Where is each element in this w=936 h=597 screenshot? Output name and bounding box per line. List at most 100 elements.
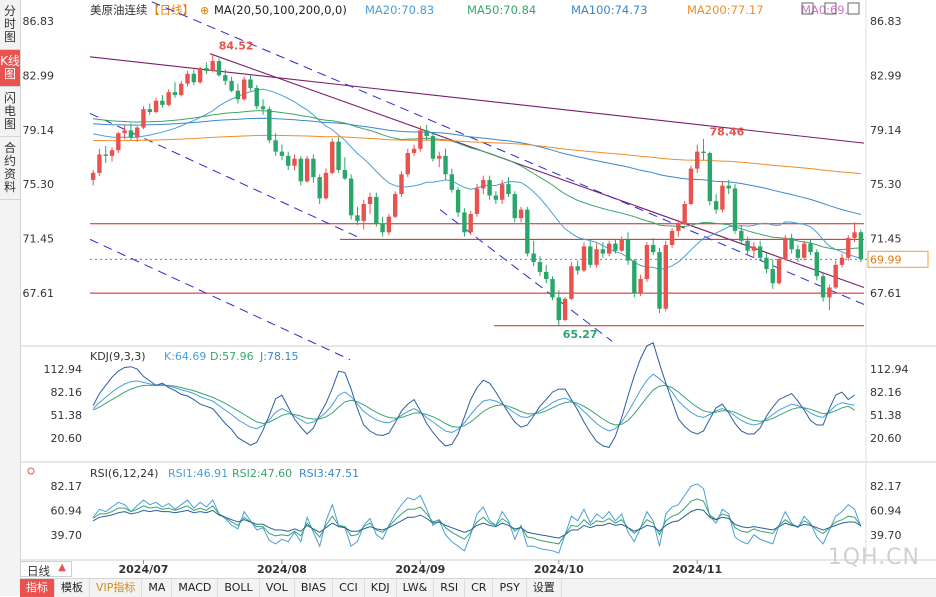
candle-body bbox=[858, 232, 864, 260]
candle-body bbox=[606, 243, 612, 254]
rsi-rsi1-line bbox=[92, 483, 862, 554]
candle-body bbox=[575, 266, 580, 271]
candle-body bbox=[147, 109, 152, 112]
candle-body bbox=[122, 130, 127, 134]
kdj-tick-right: 112.94 bbox=[870, 363, 909, 376]
candle-body bbox=[399, 174, 404, 195]
toolbar-item-kdj-9[interactable]: KDJ bbox=[365, 579, 397, 597]
candle-body bbox=[185, 73, 190, 84]
candle-body bbox=[330, 141, 335, 173]
rsi-tick-right: 39.70 bbox=[870, 529, 902, 542]
toolbar-item-macd-4[interactable]: MACD bbox=[172, 579, 219, 597]
candle-body bbox=[437, 155, 442, 159]
timeframe-label: 日线 bbox=[27, 564, 50, 578]
price-tick-right: 75.30 bbox=[870, 178, 902, 191]
candle-body bbox=[468, 213, 473, 233]
candle-body bbox=[518, 209, 524, 219]
kdj-tick-right: 20.60 bbox=[870, 432, 902, 445]
toolbar-item--14[interactable]: 设置 bbox=[527, 579, 562, 597]
price-tick-right: 67.61 bbox=[870, 287, 902, 300]
kdj-tick-right: 82.16 bbox=[870, 386, 902, 399]
candle-body bbox=[764, 257, 769, 270]
ma-value-1: MA50:70.84 bbox=[467, 3, 536, 17]
kdj-k-line bbox=[92, 373, 855, 434]
candle-body bbox=[682, 203, 687, 224]
candle-body bbox=[160, 100, 165, 105]
candle-body bbox=[846, 237, 851, 258]
candle-body bbox=[732, 188, 738, 231]
rsi-tick-left: 60.94 bbox=[51, 504, 83, 517]
kdj-tick-left: 112.94 bbox=[44, 363, 83, 376]
x-label: 2024/07 bbox=[119, 563, 169, 576]
toolbar-item--0[interactable]: 指标 bbox=[20, 579, 55, 597]
candle-body bbox=[638, 278, 643, 294]
candle-body bbox=[153, 100, 159, 112]
candle-body bbox=[852, 232, 857, 238]
sidebar-tab-0[interactable]: 分时图 bbox=[0, 0, 20, 50]
candle-body bbox=[128, 130, 134, 138]
candle-body bbox=[292, 158, 297, 166]
candle-body bbox=[109, 150, 115, 156]
toolbar-item-vol-6[interactable]: VOL bbox=[260, 579, 295, 597]
candle-body bbox=[537, 262, 543, 272]
ma50-line bbox=[93, 110, 861, 251]
price-tick-left: 86.83 bbox=[23, 15, 55, 28]
candle-body bbox=[348, 178, 354, 216]
toolbar-item--1[interactable]: 模板 bbox=[55, 579, 90, 597]
toolbar-item-vip-2[interactable]: VIP指标 bbox=[90, 579, 143, 597]
candle-body bbox=[317, 177, 322, 199]
toolbar-item-ma-3[interactable]: MA bbox=[142, 579, 173, 597]
current-price-label: 69.99 bbox=[870, 253, 902, 266]
toolbar-item-bias-7[interactable]: BIAS bbox=[295, 579, 334, 597]
candle-body bbox=[254, 87, 259, 107]
toolbar-item-boll-5[interactable]: BOLL bbox=[218, 579, 260, 597]
indicator-toolbar: 指标 模板 VIP指标 MA MACD BOLL VOL BIAS CCI KDJ LW& RSI CR… bbox=[20, 578, 936, 597]
candle-body bbox=[739, 230, 744, 241]
candle-body bbox=[707, 153, 713, 202]
candle-body bbox=[783, 237, 788, 260]
candle-body bbox=[751, 246, 757, 251]
toolbar-item-psy-13[interactable]: PSY bbox=[493, 579, 527, 597]
timeframe-selector[interactable]: 日线 ▲ bbox=[20, 561, 72, 578]
candle-body bbox=[581, 246, 587, 271]
candle-body bbox=[462, 212, 467, 233]
candle-body bbox=[757, 246, 763, 258]
ma-value-0: MA20:70.83 bbox=[365, 3, 434, 17]
ma-value-3: MA200:77.17 bbox=[687, 3, 764, 17]
candle-body bbox=[701, 151, 706, 154]
sidebar-tab-1[interactable]: K线图 bbox=[0, 50, 20, 87]
rsi-label: RSI(6,12,24) bbox=[90, 467, 158, 480]
toolbar-item-cr-12[interactable]: CR bbox=[465, 579, 494, 597]
toolbar-item-cci-8[interactable]: CCI bbox=[333, 579, 365, 597]
candle-body bbox=[279, 151, 285, 156]
kdj-j-value: J:78.15 bbox=[259, 350, 298, 363]
candle-body bbox=[248, 79, 253, 88]
candle-body bbox=[424, 130, 429, 137]
candle-body bbox=[241, 79, 247, 100]
candle-body bbox=[814, 252, 820, 277]
candle-body bbox=[311, 158, 316, 178]
candle-body bbox=[179, 83, 184, 96]
candle-body bbox=[808, 243, 813, 253]
candle-body bbox=[663, 245, 668, 309]
candle-body bbox=[298, 158, 304, 182]
candle-body bbox=[676, 223, 681, 231]
candle-body bbox=[827, 287, 832, 298]
toolbar-item-lw-10[interactable]: LW& bbox=[397, 579, 435, 597]
restore-icon bbox=[824, 2, 837, 15]
candle-body bbox=[260, 106, 266, 110]
instrument-name: 美原油连续 bbox=[90, 3, 148, 17]
candle-body bbox=[361, 203, 366, 221]
high-label: 84.52 bbox=[219, 40, 254, 53]
sidebar-tab-2[interactable]: 闪电图 bbox=[0, 87, 20, 137]
price-tick-left: 75.30 bbox=[23, 178, 55, 191]
candle-body bbox=[286, 155, 291, 166]
price-tick-right: 86.83 bbox=[870, 15, 902, 28]
toolbar-item-rsi-11[interactable]: RSI bbox=[434, 579, 466, 597]
watermark: 1QH.CN bbox=[827, 545, 920, 570]
candle-body bbox=[235, 90, 241, 100]
sidebar-tab-3[interactable]: 合约资料 bbox=[0, 137, 20, 200]
candle-body bbox=[134, 127, 140, 138]
candle-body bbox=[229, 80, 234, 91]
candle-body bbox=[430, 136, 436, 159]
